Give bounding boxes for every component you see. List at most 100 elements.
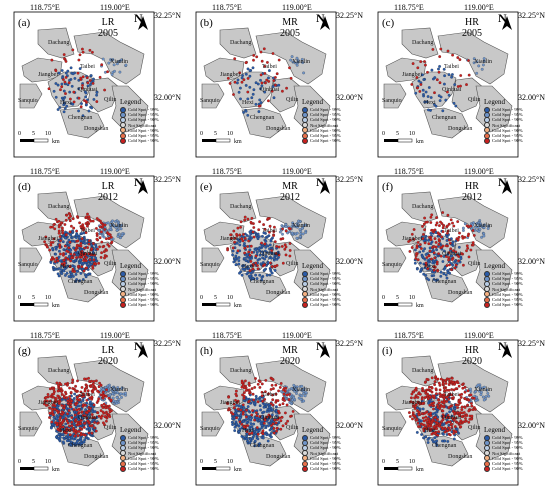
hotspot-point (465, 83, 468, 86)
hotspot-point (62, 53, 66, 56)
lat-top-label: 32.25°N (518, 175, 545, 184)
map-svg (13, 175, 155, 322)
district-region (59, 107, 105, 139)
hotspot-point (434, 240, 438, 244)
hotspot-point (408, 415, 412, 418)
hotspot-point (432, 259, 435, 263)
hotspot-point (472, 57, 476, 61)
hotspot-point (424, 390, 428, 393)
map-svg (195, 339, 337, 486)
panel-resolution: MR (282, 181, 298, 192)
place-dachang: Dachang (48, 368, 70, 374)
place-dachang: Dachang (230, 368, 252, 374)
place-taibei: Taibei (80, 64, 95, 70)
north-arrow-icon (320, 180, 330, 194)
hotspot-point (426, 267, 430, 270)
district-region (19, 411, 43, 437)
map-panel-b: 118.75°E 119.00°E 32.25°N 32.00°N (b) MR… (190, 2, 370, 162)
hotspot-point (273, 268, 277, 272)
hotspot-point (98, 236, 102, 240)
hotspot-point (262, 405, 266, 409)
hotspot-point (51, 265, 55, 269)
map-panel-f: 118.75°E 119.00°E 32.25°N 32.00°N (f) HR… (372, 166, 550, 326)
hotspot-point (235, 232, 238, 236)
hotspot-point (300, 389, 304, 392)
panel-resolution: MR (282, 345, 298, 356)
hotspot-point (105, 248, 108, 252)
hotspot-point (279, 390, 283, 393)
hotspot-point (288, 248, 292, 252)
hotspot-point (233, 236, 237, 240)
hotspot-point (101, 394, 105, 398)
hotspot-point (84, 259, 88, 263)
hotspot-point (55, 256, 59, 260)
scale-tick-10: 10 (45, 295, 51, 301)
hotspot-point (236, 238, 240, 241)
hotspot-point (416, 395, 420, 399)
hotspot-point (53, 227, 57, 231)
panel-year: 2020 (462, 356, 482, 367)
hotspot-point (289, 58, 293, 62)
hotspot-point (280, 89, 284, 93)
hotspot-point (448, 241, 452, 245)
hotspot-point (252, 58, 255, 62)
hotspot-point (267, 230, 271, 234)
legend-item: Cold Spot - 90% (302, 465, 364, 472)
hotspot-point (433, 265, 437, 269)
hotspot-point (124, 63, 128, 67)
scale-tick-0: 0 (382, 295, 385, 301)
hotspot-point (423, 100, 427, 104)
hotspot-point (444, 255, 448, 258)
hotspot-point (268, 224, 272, 228)
lon-right-label: 119.00°E (100, 331, 130, 340)
place-xianlin: Xianlin (474, 59, 492, 65)
hotspot-point (461, 263, 465, 267)
place-taibei: Taibei (262, 392, 277, 398)
legend-label: Cold Spot - 90% (128, 291, 159, 297)
hotspot-point (48, 248, 51, 252)
hotspot-point (302, 71, 305, 75)
hotspot-point (119, 236, 122, 240)
hotspot-point (265, 78, 269, 82)
hotspot-point (277, 409, 280, 413)
hotspot-point (435, 421, 439, 425)
hotspot-point (74, 417, 78, 421)
hotspot-point (431, 229, 435, 232)
hotspot-point (263, 268, 266, 272)
hotspot-point (281, 237, 285, 240)
hotspot-point (64, 218, 68, 222)
legend-title: Legend (120, 98, 141, 106)
hotspot-point (461, 226, 465, 230)
hotspot-point (77, 423, 80, 426)
hotspot-point (439, 220, 442, 224)
hotspot-point (430, 68, 434, 72)
hotspot-point (103, 228, 107, 231)
hotspot-point (86, 419, 90, 423)
hotspot-point (296, 225, 299, 229)
hotspot-point (453, 260, 456, 264)
hotspot-point (449, 218, 453, 222)
legend-swatch (484, 301, 490, 308)
hotspot-point (482, 234, 486, 238)
map-frame (377, 339, 519, 486)
hotspot-point (242, 420, 245, 423)
hotspot-point (78, 67, 82, 70)
hotspot-point (62, 269, 66, 273)
legend-label: Cold Spot - 99% (310, 271, 341, 277)
hotspot-point (432, 251, 436, 255)
hotspot-point (90, 50, 94, 54)
hotspot-point (416, 240, 420, 244)
hotspot-point (107, 236, 111, 240)
hotspot-point (59, 387, 63, 390)
hotspot-point (64, 75, 68, 79)
hotspot-point (80, 102, 83, 105)
hotspot-point (258, 98, 262, 102)
hotspot-point (257, 247, 261, 250)
legend-label: Not Significant (310, 122, 339, 128)
hotspot-point (450, 388, 454, 391)
hotspot-point (284, 253, 288, 257)
hotspot-point (300, 394, 304, 398)
hotspot-point (410, 232, 414, 236)
hotspot-point (466, 403, 469, 407)
lon-right-label: 119.00°E (282, 167, 312, 176)
